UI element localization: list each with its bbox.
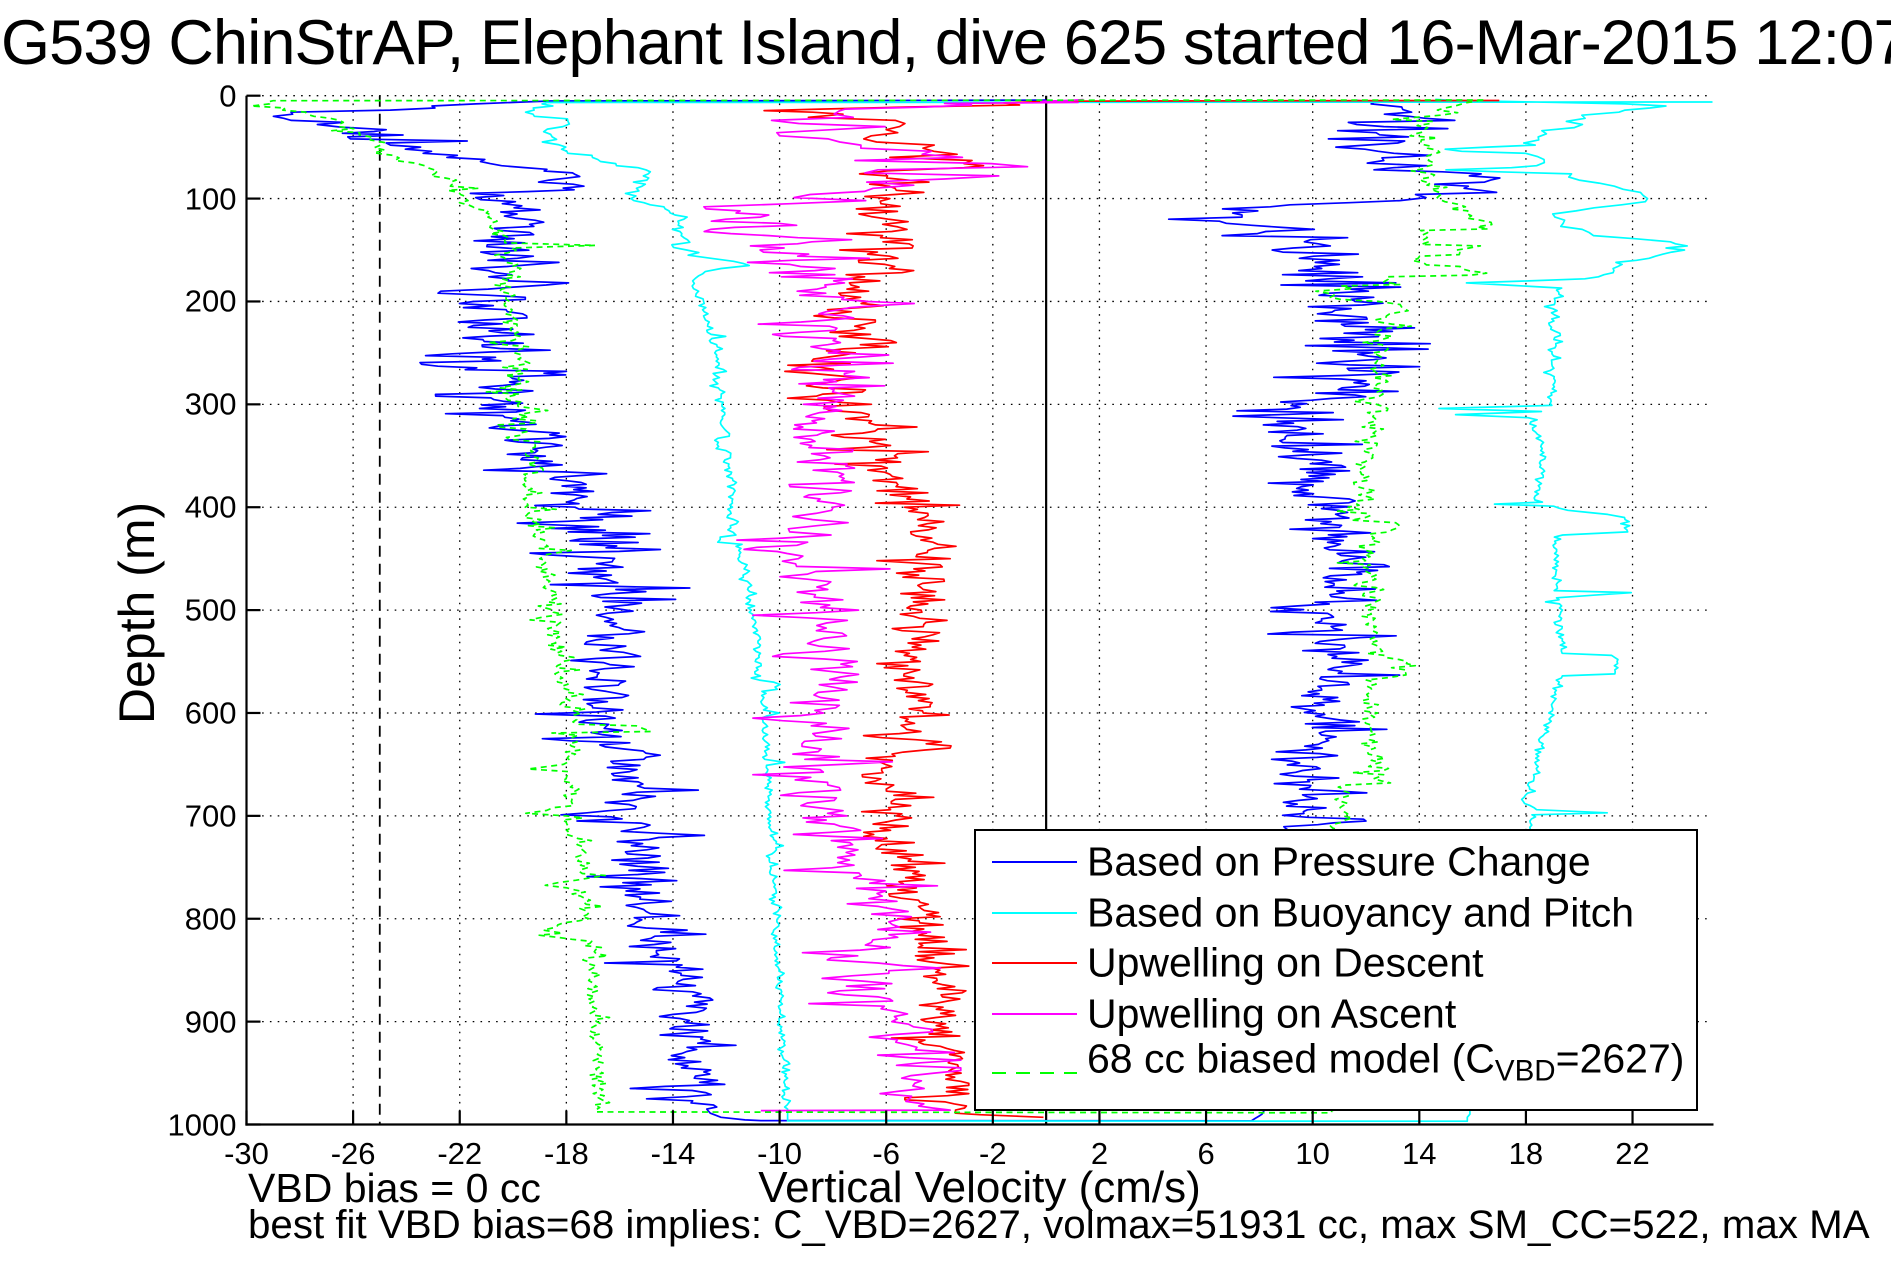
y-tick-label-900: 900 [184,1004,237,1040]
y-tick-label-100: 100 [184,181,237,217]
y-tick-label-700: 700 [184,798,237,834]
x-tick-label--22: -22 [437,1135,483,1171]
legend: Based on Pressure Change Based on Buoyanc… [974,829,1698,1111]
annotation-best-fit: best fit VBD bias=68 implies: C_VBD=2627… [248,1202,1870,1247]
legend-line-sample-4 [992,1072,1077,1074]
series-upwelling-on-ascent [703,98,1084,1112]
x-tick-label-10: 10 [1295,1135,1330,1171]
x-tick-label--26: -26 [330,1135,376,1171]
y-tick-label-800: 800 [184,901,237,937]
legend-label-4: 68 cc biased model (CVBD=2627) [1087,1035,1685,1088]
series-68-cc-biased-model-c-vbd-2627- [250,99,1493,1114]
legend-label-1: Based on Buoyancy and Pitch [1087,889,1635,935]
axes [245,94,1714,1126]
legend-line-sample-0 [992,860,1077,863]
annotation-vbd-bias: VBD bias = 0 cc [248,1165,541,1211]
x-tick-label--6: -6 [872,1135,900,1171]
series-upwelling-on-descent [763,99,1500,1119]
y-axis-label: Depth (m) [109,501,165,725]
x-tick-label--2: -2 [979,1135,1007,1171]
y-tick-label-400: 400 [184,489,237,525]
x-tick-label-18: 18 [1508,1135,1544,1171]
y-tick-label-200: 200 [184,283,237,319]
legend-label-2: Upwelling on Descent [1087,939,1484,986]
y-tick-label-500: 500 [184,592,237,628]
legend-line-sample-2 [992,962,1077,964]
y-tick-label-300: 300 [184,386,237,422]
y-tick-label-0: 0 [219,78,237,114]
legend-subscript: VBD [1494,1054,1556,1088]
legend-line-sample-3 [992,1012,1077,1015]
series-based-on-buoyancy-and-pitch [524,98,1713,1123]
x-tick-label--14: -14 [650,1135,696,1171]
y-tick-label-1000: 1000 [167,1107,237,1142]
x-tick-label-14: 14 [1402,1135,1437,1171]
x-axis-label: Vertical Velocity (cm/s) [758,1163,1201,1212]
x-tick-label--10: -10 [757,1135,802,1171]
x-tick-label-2: 2 [1090,1135,1109,1171]
legend-label-0: Based on Pressure Change [1087,838,1591,884]
y-tick-label-600: 600 [184,695,237,731]
x-tick-label-6: 6 [1197,1135,1215,1171]
legend-label-3: Upwelling on Ascent [1087,990,1457,1036]
x-tick-label--30: -30 [224,1135,269,1171]
legend-line-sample-1 [992,911,1077,914]
x-tick-label-22: 22 [1615,1135,1650,1171]
x-tick-label--18: -18 [543,1135,589,1171]
chart-title: G539 ChinStrAP, Elephant Island, dive 62… [1,8,1891,78]
